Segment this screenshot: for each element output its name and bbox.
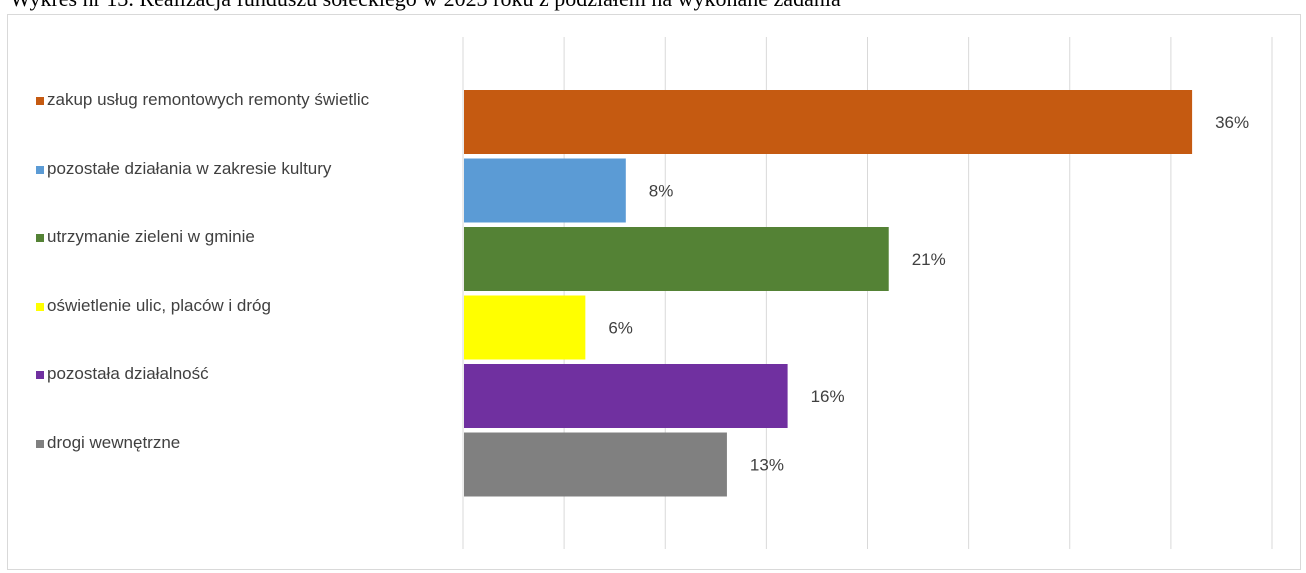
bar — [464, 227, 889, 291]
legend-swatch — [36, 165, 44, 174]
legend-label: pozostała działalność — [47, 364, 209, 383]
legend-label: zakup usług remontowych remonty świetlic — [47, 90, 370, 109]
legend-label: pozostałe działania w zakresie kultury — [47, 158, 332, 178]
legend-label: oświetlenie ulic, placów i dróg — [47, 295, 271, 315]
data-label: 13% — [750, 456, 784, 475]
legend-swatch — [36, 439, 44, 448]
legend-label: utrzymanie zieleni w gminie — [47, 227, 255, 246]
figure-caption: Wykres nr 13. Realizacja funduszu sołeck… — [10, 0, 1300, 12]
data-label: 21% — [912, 250, 946, 269]
bar — [464, 295, 586, 360]
legend-swatch — [36, 234, 44, 242]
legend-label: drogi wewnętrzne — [47, 432, 181, 452]
bar — [464, 158, 626, 223]
bar — [464, 432, 727, 497]
data-label: 36% — [1215, 113, 1249, 132]
legend-swatch — [36, 371, 44, 379]
bar — [464, 364, 788, 428]
data-labels: 36% 8% 21% 6% 16% 13% — [608, 113, 1249, 475]
bar — [464, 90, 1193, 154]
data-label: 16% — [811, 387, 845, 406]
legend-swatch — [36, 302, 44, 311]
legend-swatch — [36, 97, 44, 105]
bars — [464, 90, 1193, 497]
data-label: 6% — [608, 319, 633, 338]
data-label: 8% — [649, 182, 674, 201]
